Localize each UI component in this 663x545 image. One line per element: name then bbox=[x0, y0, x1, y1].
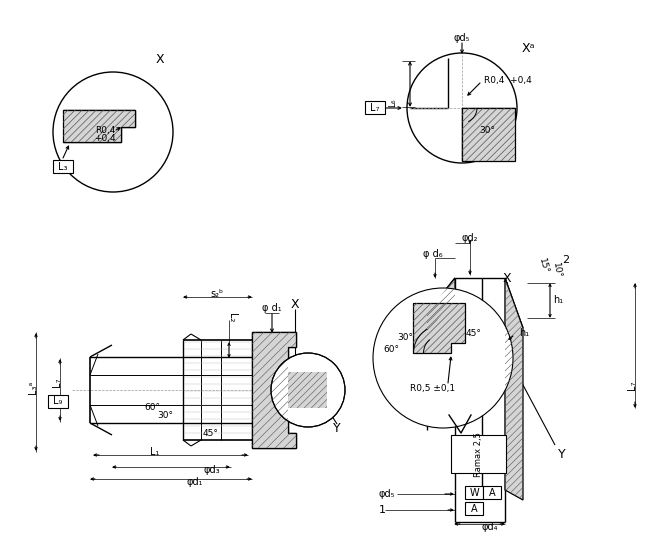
Polygon shape bbox=[427, 278, 455, 333]
Text: L₇: L₇ bbox=[627, 380, 637, 390]
Text: Ramax 2,5: Ramax 2,5 bbox=[473, 433, 483, 477]
Text: 30°: 30° bbox=[157, 410, 173, 420]
Text: L₉: L₉ bbox=[53, 397, 63, 407]
Text: Xᵃ: Xᵃ bbox=[522, 41, 536, 55]
Text: L₇: L₇ bbox=[371, 102, 380, 112]
Bar bbox=[365, 101, 385, 114]
Bar bbox=[53, 160, 73, 173]
Text: 60°: 60° bbox=[383, 346, 399, 354]
Polygon shape bbox=[413, 303, 465, 353]
Text: s₂ᵇ: s₂ᵇ bbox=[210, 289, 223, 299]
Bar bbox=[465, 502, 483, 515]
Text: Y: Y bbox=[558, 449, 566, 462]
Text: L₇: L₇ bbox=[52, 377, 62, 387]
Text: L₆: L₆ bbox=[389, 99, 398, 107]
Text: +0,4: +0,4 bbox=[94, 134, 116, 142]
Circle shape bbox=[407, 53, 517, 163]
Text: φd₂: φd₂ bbox=[461, 233, 478, 243]
Text: φ d₆: φ d₆ bbox=[423, 249, 443, 259]
Text: X: X bbox=[290, 299, 299, 312]
Text: φd₄: φd₄ bbox=[482, 522, 499, 532]
Polygon shape bbox=[505, 278, 523, 500]
Circle shape bbox=[373, 288, 513, 428]
Bar bbox=[48, 395, 68, 408]
Text: φd₅: φd₅ bbox=[453, 33, 470, 43]
Text: Y: Y bbox=[333, 421, 341, 434]
Text: R0,4: R0,4 bbox=[95, 125, 115, 135]
Text: 45°: 45° bbox=[465, 329, 481, 337]
Bar bbox=[483, 486, 501, 499]
Text: h₁: h₁ bbox=[519, 328, 529, 338]
Text: φ d₁: φ d₁ bbox=[262, 303, 282, 313]
Polygon shape bbox=[288, 372, 327, 408]
Text: 45°: 45° bbox=[202, 428, 218, 438]
Text: R0,4  +0,4: R0,4 +0,4 bbox=[484, 76, 532, 84]
Bar bbox=[465, 486, 483, 499]
Bar bbox=[451, 435, 506, 473]
Text: 30°: 30° bbox=[479, 125, 495, 135]
Text: A: A bbox=[489, 487, 495, 498]
Text: L₁: L₁ bbox=[151, 447, 160, 457]
Text: L₂: L₂ bbox=[227, 313, 237, 323]
Text: h₁: h₁ bbox=[553, 295, 563, 305]
Text: φd₃: φd₃ bbox=[204, 465, 220, 475]
Text: φd₁: φd₁ bbox=[187, 477, 204, 487]
Text: 2: 2 bbox=[562, 255, 570, 265]
Polygon shape bbox=[63, 110, 135, 142]
Text: 1: 1 bbox=[379, 505, 385, 515]
Text: 30°: 30° bbox=[397, 334, 413, 342]
Text: φd₅: φd₅ bbox=[379, 489, 395, 499]
Polygon shape bbox=[462, 108, 515, 161]
Text: 10°: 10° bbox=[551, 262, 563, 278]
Text: X: X bbox=[156, 52, 164, 65]
Text: 15°: 15° bbox=[536, 257, 550, 275]
Text: W: W bbox=[469, 487, 479, 498]
Circle shape bbox=[271, 353, 345, 427]
Text: 60°: 60° bbox=[144, 403, 160, 413]
Text: R0,5 ±0,1: R0,5 ±0,1 bbox=[410, 384, 455, 392]
Text: A: A bbox=[471, 504, 477, 513]
Text: X: X bbox=[503, 271, 511, 284]
Text: L₃: L₃ bbox=[58, 161, 68, 172]
Circle shape bbox=[53, 72, 173, 192]
Polygon shape bbox=[252, 332, 296, 448]
Text: L₃ᵃ: L₃ᵃ bbox=[28, 380, 38, 393]
